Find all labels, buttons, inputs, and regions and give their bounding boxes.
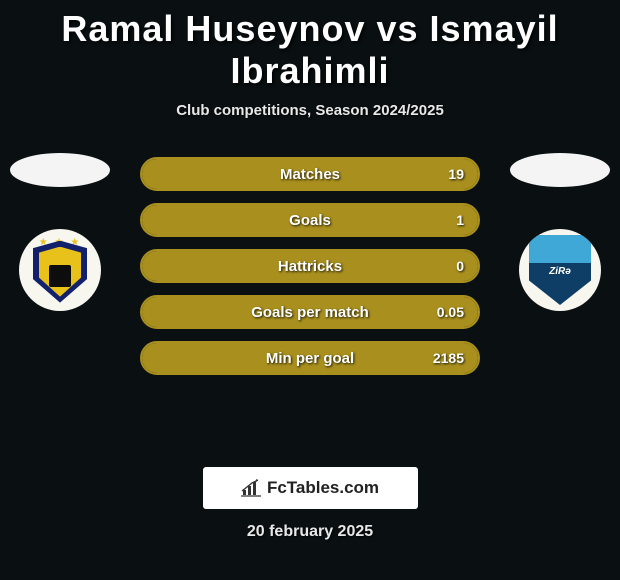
left-player-column: ★ ★ ★ (0, 149, 120, 311)
stat-value-right: 2185 (433, 350, 464, 366)
subtitle: Club competitions, Season 2024/2025 (0, 102, 620, 119)
stat-bar: Matches 19 (140, 157, 480, 191)
shield-icon (33, 241, 87, 303)
date-text: 20 february 2025 (0, 523, 620, 541)
stat-bar: Hattricks 0 (140, 249, 480, 283)
stat-bars: Matches 19 Goals 1 Hattricks 0 Goals per match… (140, 157, 480, 387)
shield-icon (529, 235, 591, 305)
chart-icon (241, 479, 261, 497)
right-player-column: FUTBOL KLUBU (500, 149, 620, 311)
right-club-badge: FUTBOL KLUBU (519, 229, 601, 311)
stat-label: Hattricks (278, 258, 342, 275)
comparison-panel: ★ ★ ★ FUTBOL KLUBU Matches 19 Goals 1 Hattri… (0, 149, 620, 449)
right-flag (510, 153, 610, 187)
left-club-badge: ★ ★ ★ (19, 229, 101, 311)
stat-bar: Goals per match 0.05 (140, 295, 480, 329)
stat-value-right: 0.05 (437, 304, 464, 320)
brand-text: FcTables.com (267, 478, 379, 498)
stat-label: Goals per match (251, 304, 369, 321)
stat-label: Matches (280, 166, 340, 183)
stat-bar: Goals 1 (140, 203, 480, 237)
stat-label: Goals (289, 212, 331, 229)
left-flag (10, 153, 110, 187)
stat-value-right: 0 (456, 258, 464, 274)
stat-label: Min per goal (266, 350, 354, 367)
page-title: Ramal Huseynov vs Ismayil Ibrahimli (0, 0, 620, 92)
stat-bar: Min per goal 2185 (140, 341, 480, 375)
stat-value-right: 1 (456, 212, 464, 228)
stat-value-right: 19 (448, 166, 464, 182)
brand-badge[interactable]: FcTables.com (203, 467, 418, 509)
